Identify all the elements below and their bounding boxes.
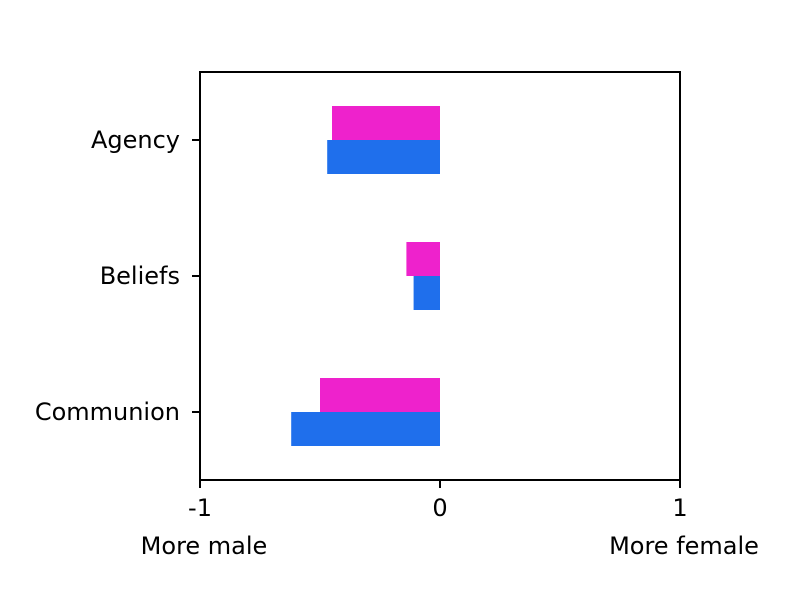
bar-agency-series-1 <box>332 106 440 140</box>
bar-communion-series-2 <box>291 412 440 446</box>
x-tick-label-2: 0 <box>432 494 447 522</box>
y-axis: Agency Beliefs Communion <box>35 126 200 426</box>
y-tick-label-agency: Agency <box>91 126 180 154</box>
x-label-right: More female <box>609 532 759 560</box>
y-tick-label-beliefs: Beliefs <box>100 262 180 290</box>
x-label-left: More male <box>141 532 268 560</box>
bar-beliefs-series-1 <box>406 242 440 276</box>
bar-beliefs-series-2 <box>413 276 440 310</box>
x-tick-label-1: -1 <box>188 494 212 522</box>
bar-communion-series-1 <box>320 378 440 412</box>
bar-agency-series-2 <box>327 140 440 174</box>
y-tick-label-communion: Communion <box>35 398 180 426</box>
x-tick-label-3: 1 <box>672 494 687 522</box>
bars-layer <box>291 106 440 446</box>
x-axis: -1 0 1 <box>188 480 688 522</box>
